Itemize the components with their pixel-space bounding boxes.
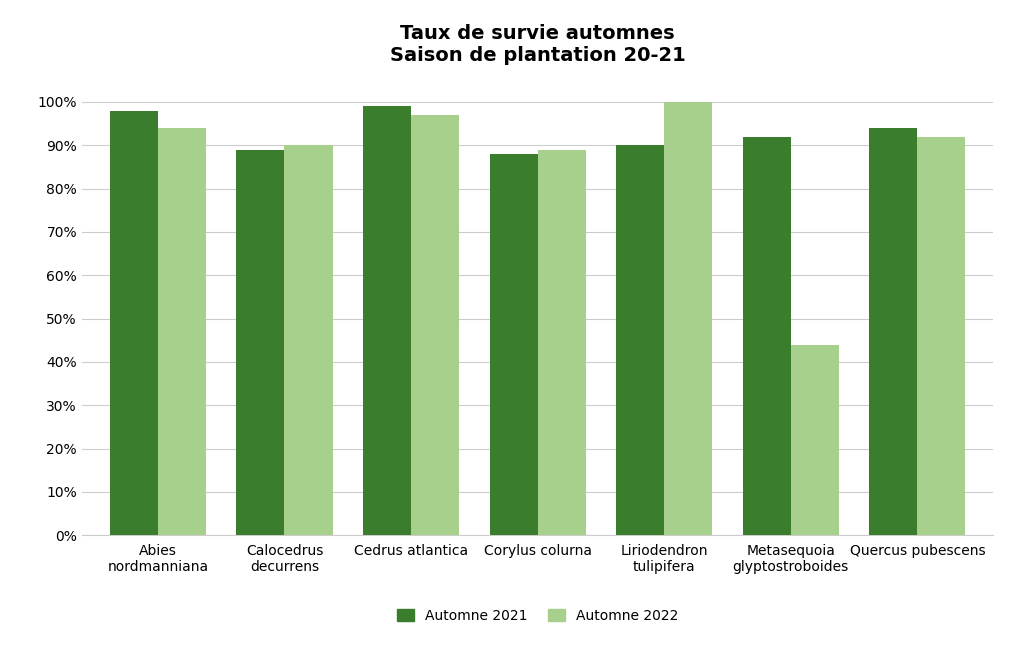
Bar <box>665 102 713 535</box>
Bar <box>237 150 285 535</box>
Bar <box>110 110 158 535</box>
Bar <box>742 136 791 535</box>
Legend: Automne 2021, Automne 2022: Automne 2021, Automne 2022 <box>391 603 684 628</box>
Bar <box>616 145 665 535</box>
Bar <box>538 150 586 535</box>
Title: Taux de survie automnes
Saison de plantation 20-21: Taux de survie automnes Saison de planta… <box>390 24 685 65</box>
Bar <box>918 136 966 535</box>
Bar <box>158 128 206 535</box>
Bar <box>791 345 839 535</box>
Bar <box>489 154 538 535</box>
Bar <box>362 106 411 535</box>
Bar <box>411 115 459 535</box>
Bar <box>869 128 918 535</box>
Bar <box>285 145 333 535</box>
